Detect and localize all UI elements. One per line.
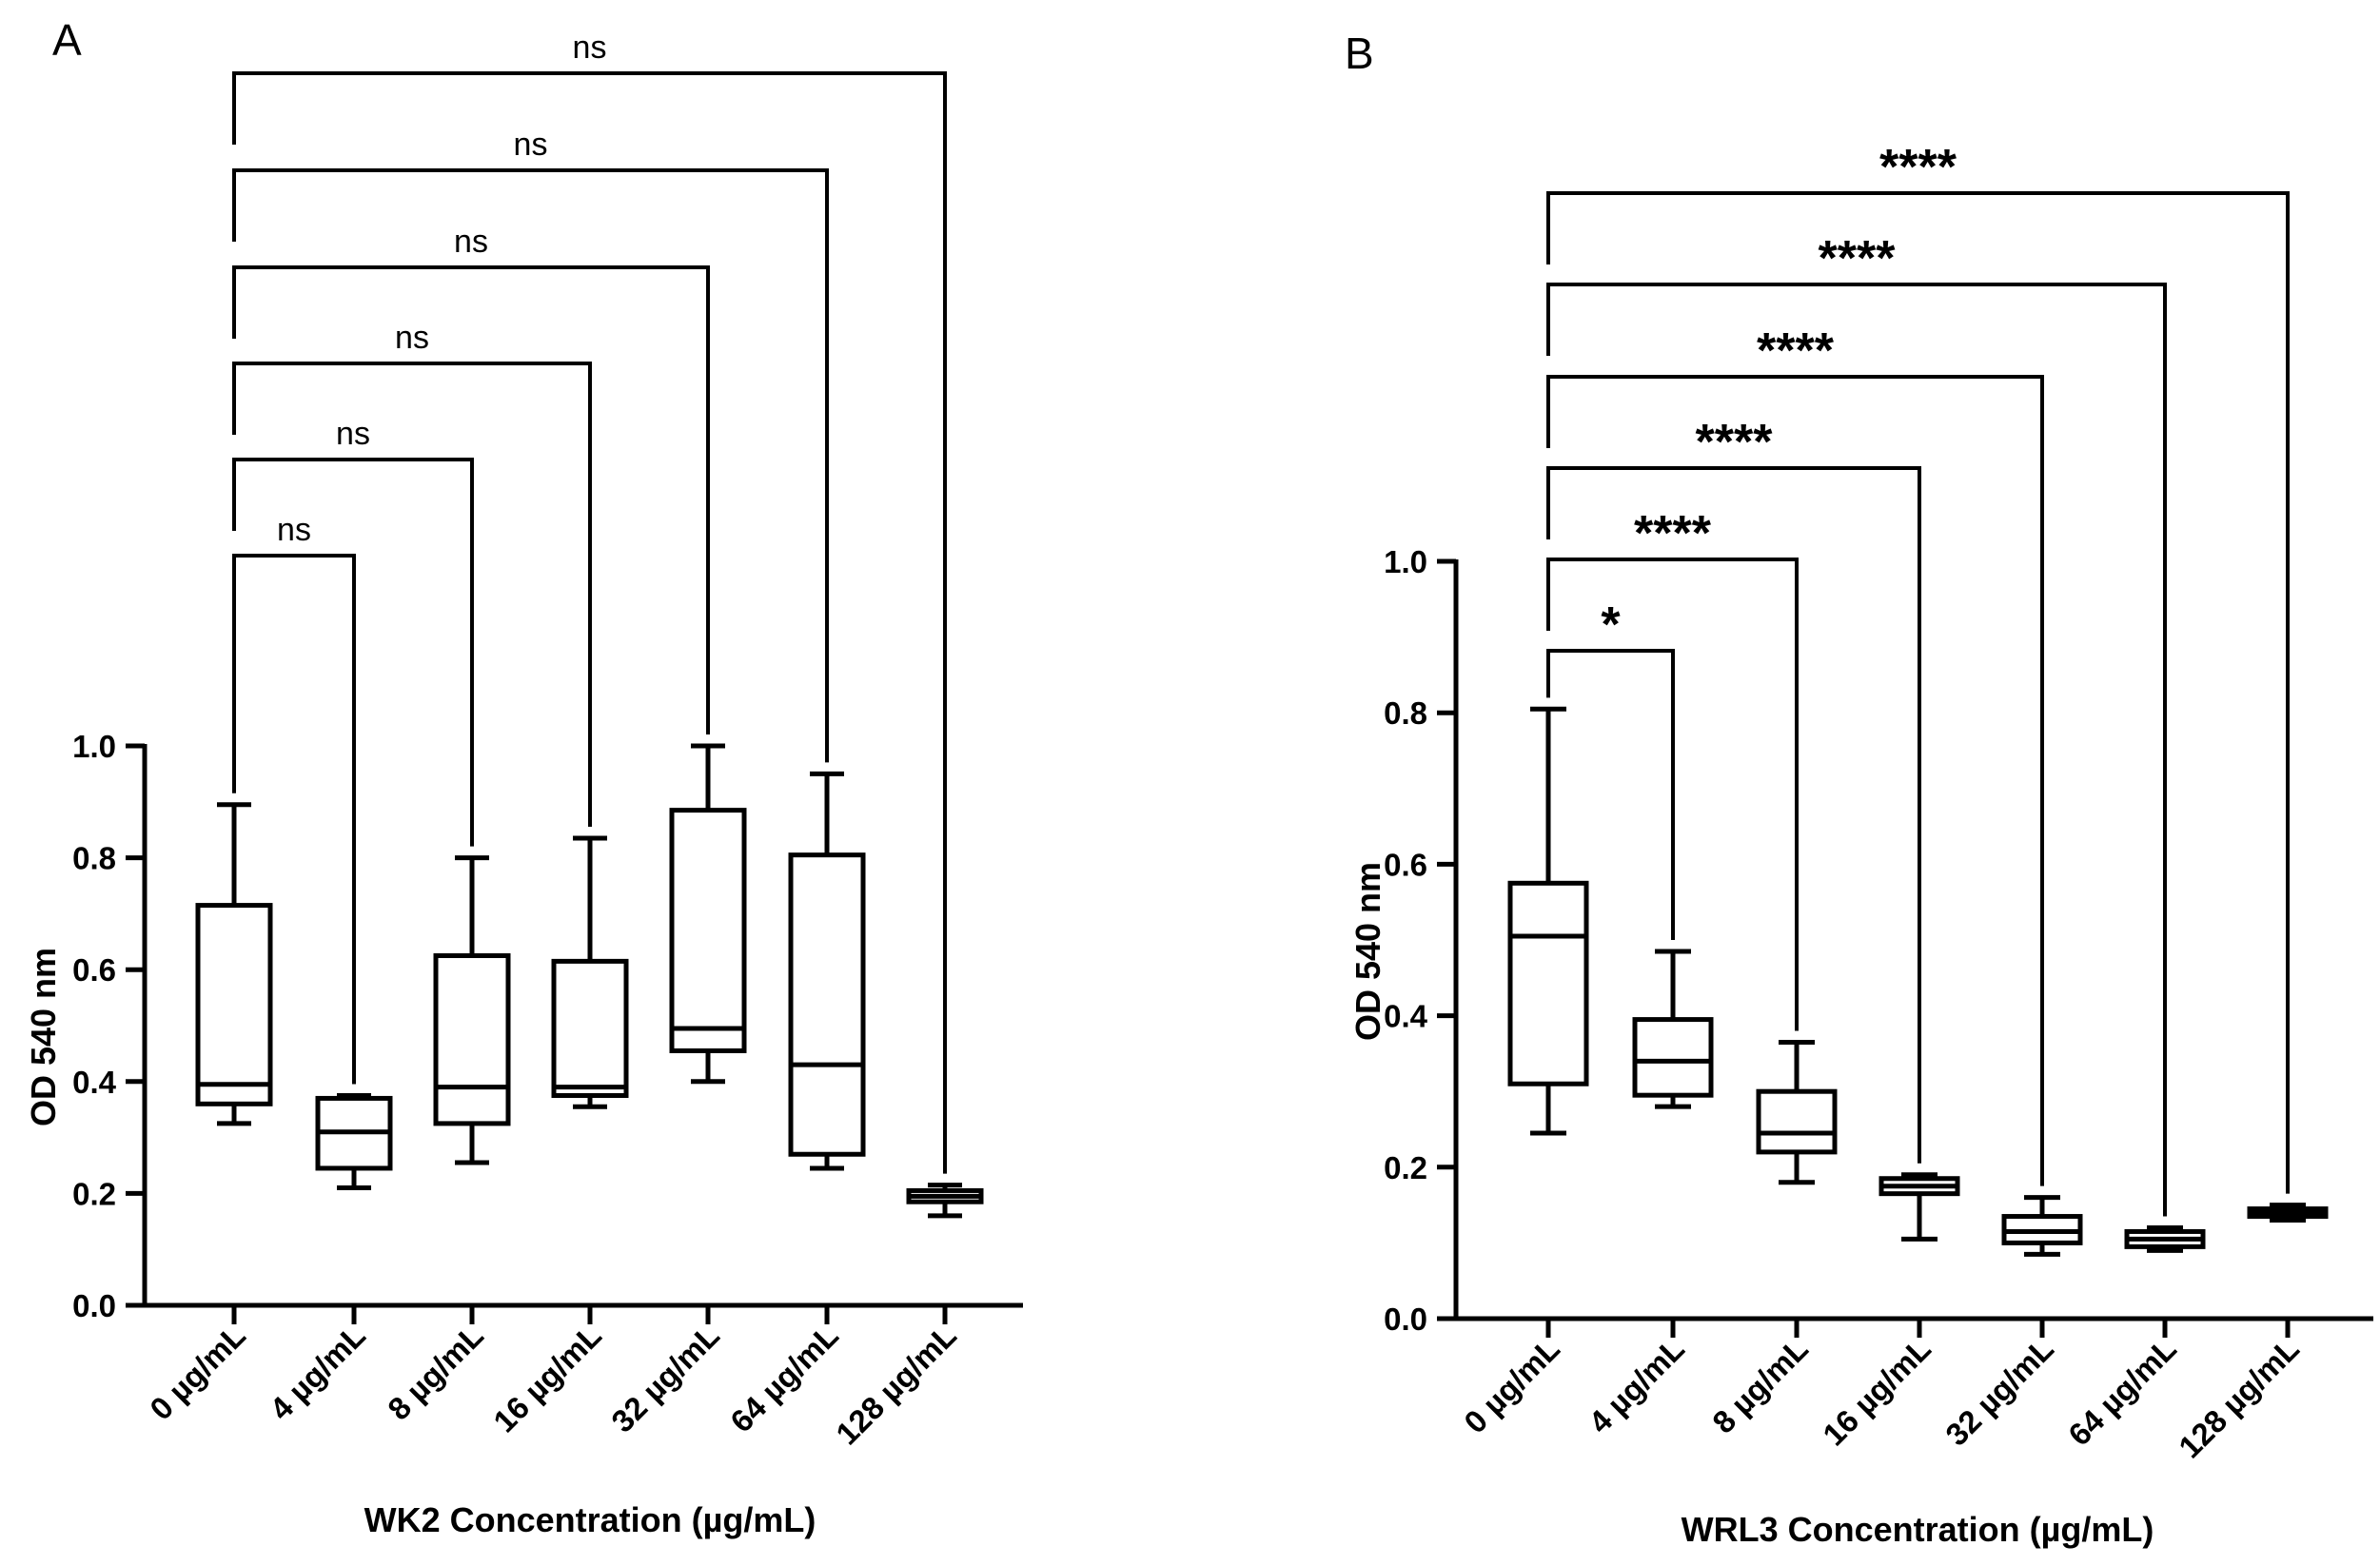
box-plot	[2001, 1195, 2083, 1257]
y-axis-title: OD 540 nm	[24, 948, 63, 1126]
y-tick-label: 0.4	[1384, 999, 1428, 1034]
box-plot	[2124, 1224, 2206, 1253]
panel-label: B	[1345, 29, 1374, 78]
significance-label: ns	[454, 224, 488, 260]
y-tick-label: 0.8	[72, 841, 116, 876]
box-plot	[669, 743, 747, 1085]
box-iqr	[551, 958, 629, 1098]
y-tick-label: 0.6	[72, 952, 116, 988]
significance-label: ns	[514, 127, 548, 163]
x-tick-label: 128 µg/mL	[829, 1318, 963, 1452]
y-tick-label: 0.0	[72, 1288, 116, 1323]
x-tick-label: 64 µg/mL	[2061, 1331, 2183, 1453]
box-iqr	[1507, 880, 1589, 1086]
box-iqr	[1756, 1088, 1838, 1155]
x-tick-label: 16 µg/mL	[486, 1318, 608, 1439]
bracket-line	[1546, 466, 1921, 1164]
box-plot	[1878, 1172, 1960, 1242]
x-tick-label: 0 µg/mL	[1457, 1331, 1566, 1440]
x-tick-label: 8 µg/mL	[1705, 1331, 1815, 1440]
panel-a: A 0.0 0.2 0.4 0.6 0.8 1.0 0 µg/mL 4 µg/mL 8 µg/mL…	[24, 15, 1023, 1539]
significance-bracket: ns	[232, 320, 592, 828]
bracket-line	[232, 168, 829, 763]
y-tick-label: 0.6	[1384, 847, 1427, 882]
x-tick-label: 16 µg/mL	[1816, 1331, 1937, 1453]
y-tick-label: 0.4	[72, 1065, 117, 1100]
x-tick-label: 4 µg/mL	[263, 1318, 372, 1427]
x-tick-label: 0 µg/mL	[143, 1318, 252, 1427]
box-iqr	[788, 852, 866, 1157]
significance-label: ns	[573, 29, 607, 66]
significance-label: ****	[1634, 506, 1712, 561]
box-iqr	[1632, 1017, 1714, 1098]
y-tick-label: 0.2	[1384, 1150, 1427, 1185]
significance-label: ****	[1819, 231, 1897, 286]
x-tick-label: 128 µg/mL	[2172, 1331, 2306, 1465]
y-tick-label: 0.2	[72, 1176, 116, 1211]
box-plot	[1756, 1039, 1838, 1185]
box-plot	[2247, 1203, 2329, 1223]
box-plot	[1507, 706, 1589, 1136]
significance-bracket: ****	[1546, 506, 1799, 1031]
bracket-line	[232, 362, 592, 828]
x-tick-label: 32 µg/mL	[1938, 1331, 2060, 1453]
box-iqr	[669, 808, 747, 1053]
box-plot	[433, 855, 511, 1165]
panel-b: B 0.0 0.2 0.4 0.6 0.8 1.0 0 µg/mL 4 µg/mL 8 µg/mL…	[1345, 29, 2373, 1549]
significance-label: ****	[1757, 323, 1835, 379]
significance-label: ****	[1696, 415, 1774, 470]
significance-bracket: ns	[232, 127, 829, 763]
box-plot	[195, 802, 273, 1126]
panel-label: A	[52, 15, 82, 65]
significance-label: *	[1601, 597, 1621, 653]
significance-label: ns	[336, 416, 370, 452]
x-tick-label: 64 µg/mL	[723, 1318, 845, 1439]
y-tick-label: 1.0	[1384, 544, 1427, 579]
x-axis-title: WK2 Concentration (µg/mL)	[364, 1500, 816, 1539]
box-iqr	[195, 903, 273, 1106]
y-tick-label: 1.0	[72, 729, 116, 764]
box-plot	[788, 771, 866, 1171]
x-tick-label: 32 µg/mL	[604, 1318, 726, 1439]
y-axis-title: OD 540 nm	[1348, 862, 1387, 1041]
significance-label: ns	[277, 512, 311, 548]
x-tick-label: 8 µg/mL	[381, 1318, 490, 1427]
box-plot	[1632, 949, 1714, 1109]
box-plot	[551, 835, 629, 1109]
significance-bracket: ****	[1546, 415, 1921, 1164]
box-plot	[906, 1183, 984, 1219]
significance-label: ****	[1879, 140, 1957, 195]
y-tick-label: 0.8	[1384, 695, 1427, 731]
box-plot	[315, 1093, 393, 1191]
y-tick-label: 0.0	[1384, 1302, 1427, 1337]
x-axis-title: WRL3 Concentration (µg/mL)	[1682, 1510, 2154, 1549]
x-tick-label: 4 µg/mL	[1582, 1331, 1691, 1440]
box-iqr	[433, 953, 511, 1126]
significance-label: ns	[395, 320, 429, 356]
